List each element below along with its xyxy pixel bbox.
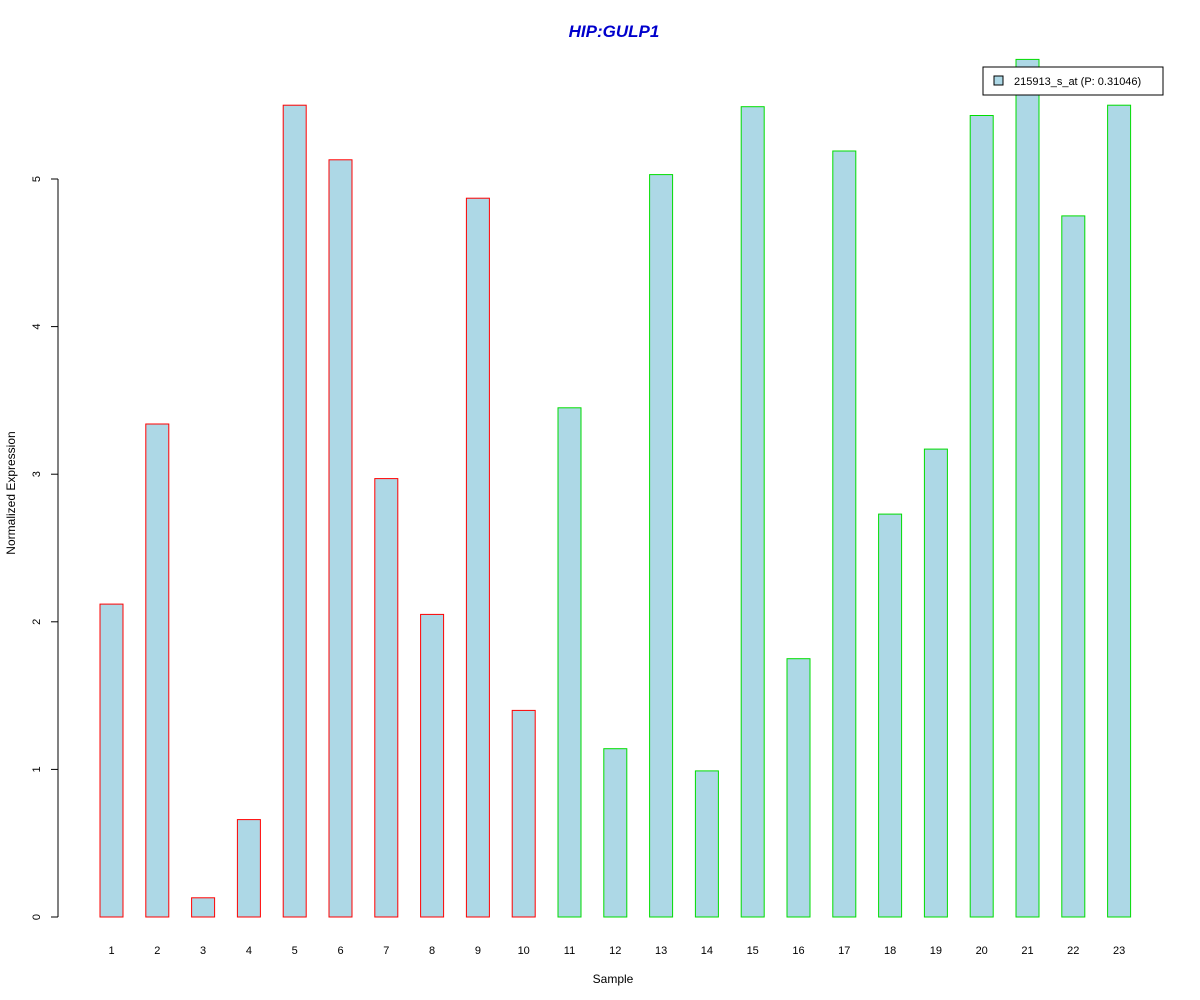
bar-sample-20 (969, 115, 994, 918)
x-tick-label: 9 (475, 945, 481, 957)
y-axis-label: Normalized Expression (4, 431, 18, 554)
x-tick-label: 1 (108, 945, 114, 957)
bar-sample-19 (923, 448, 948, 918)
x-axis-label: Sample (593, 972, 634, 986)
x-tick-label: 14 (701, 945, 713, 957)
bars-group (99, 58, 1132, 918)
x-tick-label: 4 (246, 945, 252, 957)
x-tick-label: 20 (976, 945, 988, 957)
x-tick-label: 19 (930, 945, 942, 957)
x-tick-label: 2 (154, 945, 160, 957)
x-tick-label: 12 (609, 945, 621, 957)
legend-swatch (993, 75, 1004, 86)
x-tick-label: 10 (518, 945, 530, 957)
y-tick-label: 3 (31, 471, 43, 477)
y-tick-label: 0 (31, 914, 43, 920)
x-tick-label: 21 (1021, 945, 1033, 957)
x-tick-label: 7 (383, 945, 389, 957)
bar-sample-23 (1107, 104, 1132, 918)
x-tick-label: 13 (655, 945, 667, 957)
bar-sample-12 (603, 748, 628, 918)
bar-sample-1 (99, 603, 124, 918)
x-tick-label: 15 (747, 945, 759, 957)
legend-label: 215913_s_at (P: 0.31046) (1014, 76, 1141, 88)
y-tick-label: 5 (31, 176, 43, 182)
x-tick-label: 3 (200, 945, 206, 957)
x-tick-label: 8 (429, 945, 435, 957)
x-tick-labels: 1 2 3 4 5 6 7 8 9 10 11 12 13 14 15 16 17 18 19 20 21 22 23 (108, 945, 1125, 957)
bar-sample-4 (236, 819, 261, 918)
bar-sample-22 (1061, 215, 1086, 918)
x-tick-label: 22 (1067, 945, 1079, 957)
bar-sample-7 (374, 478, 399, 918)
bar-sample-5 (282, 104, 307, 918)
x-tick-label: 6 (337, 945, 343, 957)
bar-sample-16 (786, 658, 811, 918)
bar-sample-15 (740, 106, 765, 918)
bar-sample-14 (694, 770, 719, 918)
bar-sample-17 (832, 150, 857, 918)
bar-sample-18 (878, 513, 903, 918)
x-tick-label: 18 (884, 945, 896, 957)
y-tick-label: 2 (31, 619, 43, 625)
x-tick-label: 17 (838, 945, 850, 957)
legend-box (982, 66, 1164, 96)
y-tick-label: 1 (31, 766, 43, 772)
bar-sample-13 (649, 174, 674, 918)
bar-sample-2 (145, 423, 170, 918)
bar-sample-6 (328, 159, 353, 918)
legend: 215913_s_at (P: 0.31046) (982, 66, 1164, 96)
x-tick-label: 5 (292, 945, 298, 957)
x-tick-label: 11 (564, 945, 575, 957)
x-tick-label: 16 (792, 945, 804, 957)
bar-sample-10 (511, 709, 536, 918)
bar-sample-9 (465, 197, 490, 918)
bar-sample-21 (1015, 58, 1040, 918)
chart-title: HIP:GULP1 (569, 22, 660, 41)
bar-sample-3 (191, 897, 216, 918)
x-tick-label: 23 (1113, 945, 1125, 957)
bar-sample-11 (557, 407, 582, 918)
y-tick-label: 4 (31, 324, 43, 330)
y-axis: 0 1 2 3 4 5 (31, 176, 59, 920)
bar-sample-8 (420, 613, 445, 918)
